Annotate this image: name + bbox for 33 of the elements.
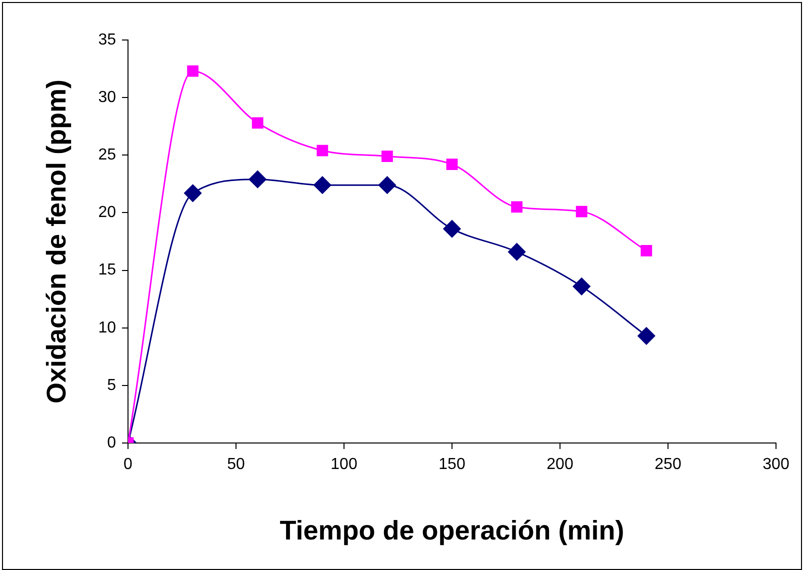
point	[382, 150, 393, 162]
point	[314, 176, 332, 194]
point	[511, 201, 522, 213]
point	[316, 144, 328, 156]
x-tick-label: 50	[227, 456, 245, 474]
y-tick-label: 25	[98, 146, 116, 164]
y-tick-label: 15	[98, 262, 116, 279]
x-tick-label: 200	[546, 456, 574, 474]
point	[443, 220, 461, 238]
point	[638, 327, 656, 345]
point	[508, 243, 526, 261]
point	[187, 65, 198, 77]
y-tick-label: 35	[98, 31, 116, 48]
point	[572, 278, 590, 296]
y-tick-label: 10	[98, 319, 116, 336]
point	[184, 184, 202, 202]
point	[640, 245, 652, 256]
x-tick-label: 0	[124, 456, 133, 474]
point	[378, 176, 396, 194]
x-tick-label: 100	[330, 456, 358, 474]
y-tick-label: 5	[107, 376, 116, 394]
x-tick-label: 150	[438, 456, 466, 474]
point	[248, 170, 266, 188]
point	[446, 158, 458, 170]
y-tick-label: 0	[107, 434, 116, 452]
x-tick-label: 300	[762, 456, 790, 474]
y-tick-label: 20	[98, 204, 116, 222]
point	[252, 117, 264, 129]
point	[576, 206, 588, 218]
y-axis-title: Oxidación de fenol (ppm)	[42, 79, 72, 404]
x-tick-label: 250	[654, 456, 682, 474]
x-axis-title: Tiempo de operación (min)	[280, 515, 624, 546]
y-tick-label: 30	[98, 88, 116, 106]
